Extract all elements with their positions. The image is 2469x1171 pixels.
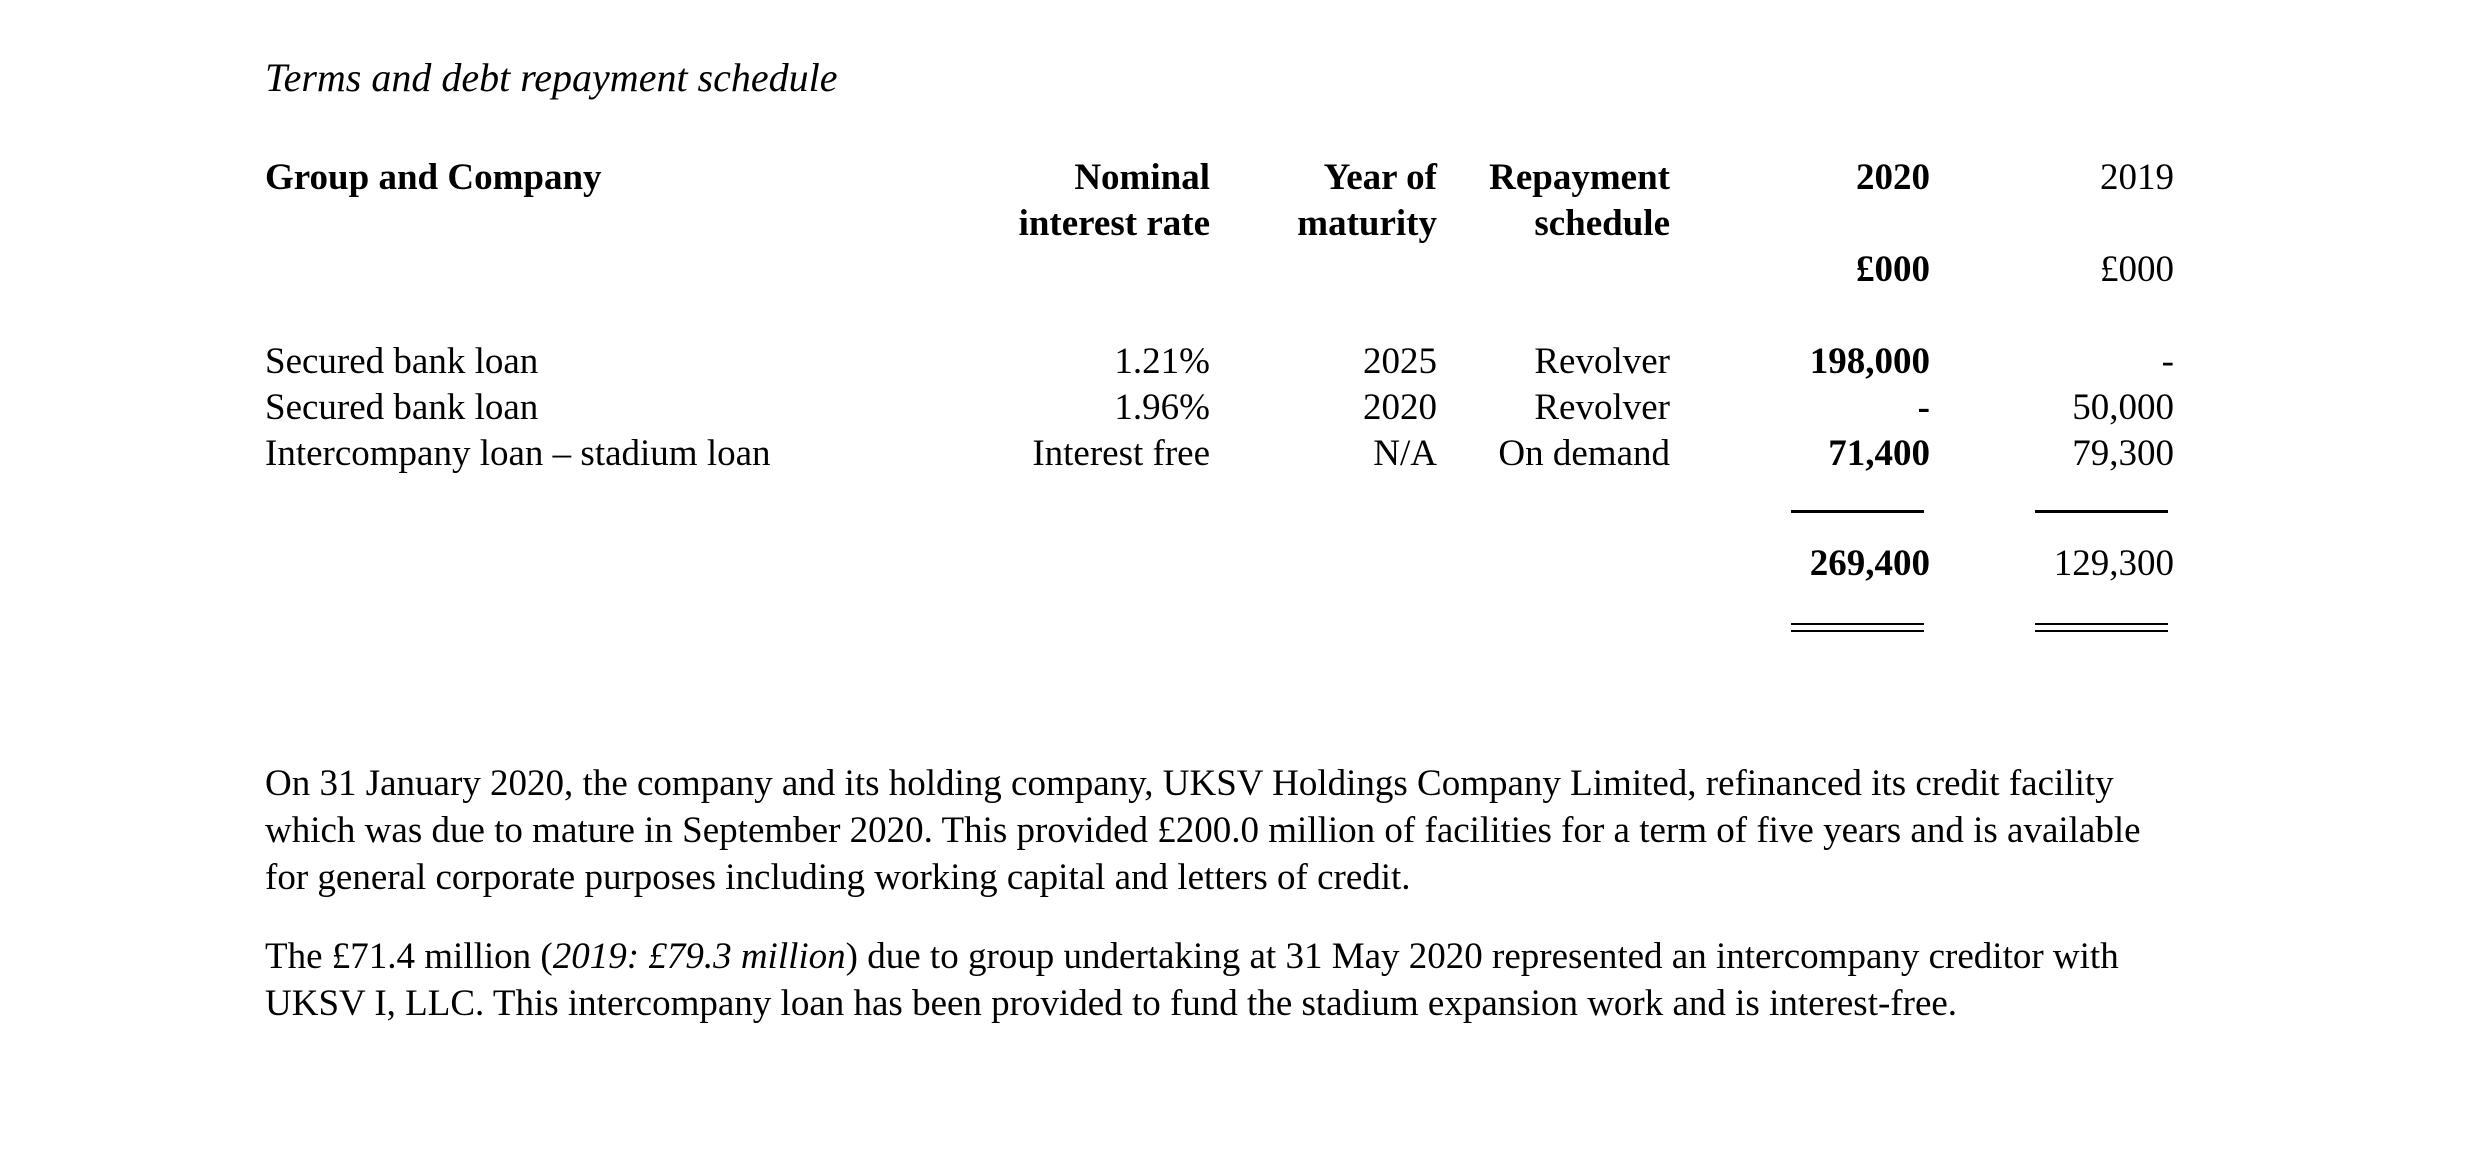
paragraph-intercompany-prior-year-note: 2019: £79.3 million xyxy=(552,936,846,977)
paragraph-intercompany: The £71.4 million (2019: £79.3 million) … xyxy=(265,933,2190,1027)
col-header-2020: 2020 xyxy=(1856,157,1930,198)
section-title: Terms and debt repayment schedule xyxy=(265,55,838,100)
spacer-cell xyxy=(265,201,850,247)
col-header-2019: 2019 xyxy=(2100,157,2174,198)
col-header-maturity-line1: Year of xyxy=(1323,157,1437,198)
notes-text: On 31 January 2020, the company and its … xyxy=(265,760,2190,1027)
total-2020: 269,400 xyxy=(1809,543,1930,584)
blank-row xyxy=(265,293,2174,339)
unit-header-2020: £000 xyxy=(1856,249,1930,290)
cell-2019-value: - xyxy=(2161,341,2174,382)
row-label: Secured bank loan xyxy=(265,341,539,382)
cell-nominal-rate: 1.96% xyxy=(1114,387,1210,428)
col-header-maturity-line2: maturity xyxy=(1297,203,1437,244)
cell-nominal-rate: Interest free xyxy=(1032,433,1210,474)
grand-total-rule-2020-cell xyxy=(1670,623,1930,632)
col-header-schedule-line1: Repayment xyxy=(1489,157,1670,198)
cell-2019-value: 79,300 xyxy=(2072,433,2174,474)
cell-repayment-schedule: Revolver xyxy=(1534,341,1670,382)
spacer-cell xyxy=(1670,201,1930,247)
row-label: Secured bank loan xyxy=(265,387,539,428)
total-2019: 129,300 xyxy=(2053,543,2174,584)
col-header-nominal-rate-line1: Nominal xyxy=(1074,157,1210,198)
cell-2020-value: 71,400 xyxy=(1828,433,1930,474)
blank-row xyxy=(265,513,2174,541)
blank-row xyxy=(265,477,2174,510)
cell-2019-value: 50,000 xyxy=(2072,387,2174,428)
cell-repayment-schedule: On demand xyxy=(1498,433,1670,474)
paragraph-refinancing: On 31 January 2020, the company and its … xyxy=(265,763,2141,898)
cell-year-of-maturity: 2020 xyxy=(1363,387,1437,428)
row-label: Intercompany loan – stadium loan xyxy=(265,433,771,474)
spacer-cell xyxy=(265,623,1670,632)
spacer-cell xyxy=(265,541,1670,587)
cell-repayment-schedule: Revolver xyxy=(1534,387,1670,428)
total-rule-2020 xyxy=(1791,510,1924,513)
cell-year-of-maturity: 2025 xyxy=(1363,341,1437,382)
grand-total-rule-2020 xyxy=(1791,623,1924,632)
cell-nominal-rate: 1.21% xyxy=(1114,341,1210,382)
col-header-group-and-company: Group and Company xyxy=(265,157,602,198)
paragraph-intercompany-text: The £71.4 million ( xyxy=(265,936,553,977)
blank-row xyxy=(265,587,2174,623)
total-rule-2020-cell xyxy=(1670,510,1930,513)
cell-2020-value: - xyxy=(1917,387,1930,428)
col-header-schedule-line2: schedule xyxy=(1534,203,1670,244)
cell-2020-value: 198,000 xyxy=(1809,341,1930,382)
cell-year-of-maturity: N/A xyxy=(1373,433,1437,474)
spacer-cell xyxy=(265,247,1670,293)
unit-header-2019: £000 xyxy=(2100,249,2174,290)
debt-schedule-table: Group and Company Nominal Year of Repaym… xyxy=(265,155,2174,632)
total-rule-2019-cell xyxy=(1930,510,2174,513)
total-rule-2019 xyxy=(2035,510,2168,513)
spacer-cell xyxy=(1930,201,2174,247)
paragraph-intercompany-text-cont: ) due to group undertaking at 31 May 202… xyxy=(265,936,2119,1024)
grand-total-rule-2019-cell xyxy=(1930,623,2174,632)
col-header-nominal-rate-line2: interest rate xyxy=(1018,203,1210,244)
grand-total-rule-2019 xyxy=(2035,623,2168,632)
